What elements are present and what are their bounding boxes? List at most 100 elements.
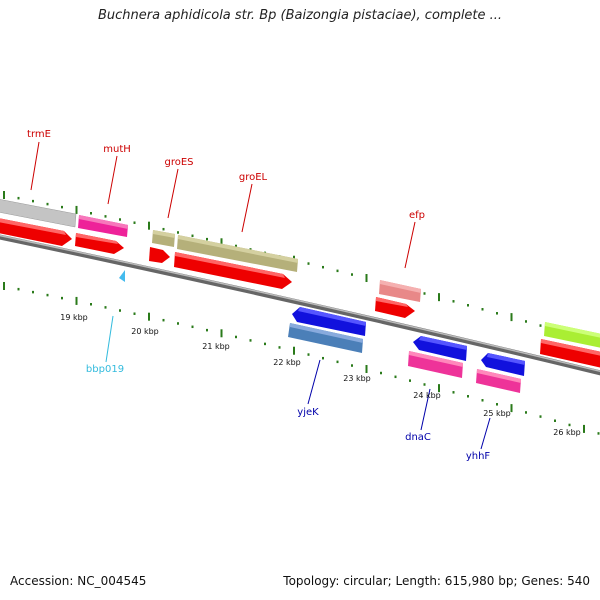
minor-tick bbox=[568, 423, 571, 427]
minor-tick bbox=[539, 324, 542, 327]
feature-green-box[interactable] bbox=[544, 322, 600, 348]
minor-tick bbox=[264, 342, 266, 346]
minor-tick bbox=[104, 215, 107, 218]
scale-label-19kbp: 19 kbp bbox=[60, 313, 88, 322]
minor-tick bbox=[525, 320, 527, 323]
gene-label-trmE: trmE bbox=[27, 129, 51, 140]
minor-tick bbox=[336, 269, 339, 273]
minor-tick bbox=[554, 419, 556, 422]
feature-yhhF-box[interactable] bbox=[476, 369, 521, 393]
minor-tick bbox=[61, 205, 63, 209]
genome-backbone bbox=[0, 234, 600, 376]
feature-dnaC-box[interactable] bbox=[408, 351, 463, 378]
major-tick bbox=[148, 221, 150, 230]
bbp019-marker[interactable] bbox=[119, 270, 125, 282]
minor-tick bbox=[322, 356, 324, 360]
major-tick bbox=[510, 313, 513, 322]
minor-tick bbox=[206, 328, 208, 332]
minor-tick bbox=[452, 300, 455, 303]
minor-tick bbox=[597, 432, 600, 435]
minor-tick bbox=[46, 293, 49, 297]
minor-tick bbox=[249, 339, 252, 342]
minor-tick bbox=[249, 248, 252, 251]
feature-trmE-box[interactable] bbox=[0, 199, 77, 228]
feature-dnaC-blue[interactable] bbox=[413, 336, 467, 361]
gene-label-yhhF: yhhF bbox=[466, 451, 491, 462]
feature-groES-box[interactable] bbox=[152, 230, 175, 247]
major-tick bbox=[220, 238, 223, 247]
minor-tick bbox=[119, 309, 121, 312]
minor-tick bbox=[525, 411, 527, 414]
feature-groEL-box[interactable] bbox=[177, 235, 298, 272]
major-tick bbox=[75, 296, 78, 305]
feature-yjeK-blue[interactable] bbox=[292, 307, 366, 336]
minor-tick bbox=[90, 303, 92, 306]
minor-tick bbox=[104, 306, 107, 309]
minor-tick bbox=[235, 244, 237, 248]
feature-trmE-cds[interactable] bbox=[0, 218, 72, 246]
label-leaders bbox=[30, 141, 491, 450]
minor-tick bbox=[380, 371, 382, 375]
feature-groEL-cds[interactable] bbox=[174, 252, 292, 289]
feature-mutH-cds[interactable] bbox=[75, 233, 124, 254]
minor-tick bbox=[481, 308, 484, 311]
minor-tick bbox=[206, 237, 208, 241]
minor-tick bbox=[32, 199, 34, 203]
feature-efp-box[interactable] bbox=[379, 280, 421, 302]
minor-tick bbox=[351, 364, 353, 367]
major-tick bbox=[438, 293, 440, 302]
minor-tick bbox=[307, 262, 310, 265]
map-title: Buchnera aphidicola str. Bp (Baizongia p… bbox=[97, 8, 503, 23]
minor-tick bbox=[394, 375, 397, 379]
major-tick bbox=[3, 282, 5, 290]
minor-tick bbox=[423, 292, 426, 295]
major-tick bbox=[3, 191, 5, 199]
minor-tick bbox=[90, 212, 92, 215]
major-tick bbox=[583, 424, 585, 433]
minor-tick bbox=[119, 218, 121, 221]
gene-label-groEL: groEL bbox=[239, 172, 268, 183]
scale-label-22kbp: 22 kbp bbox=[273, 358, 301, 367]
scale-label-21kbp: 21 kbp bbox=[202, 342, 230, 351]
minor-tick bbox=[496, 403, 498, 406]
minor-tick bbox=[307, 353, 310, 356]
minor-tick bbox=[191, 234, 194, 238]
feature-groES-cds[interactable] bbox=[149, 247, 170, 263]
major-tick bbox=[75, 205, 78, 214]
minor-tick bbox=[322, 265, 324, 269]
minor-tick bbox=[539, 415, 542, 418]
gene-label-bbp019: bbp019 bbox=[86, 364, 124, 375]
minor-tick bbox=[409, 379, 411, 382]
feature-yjeK-box[interactable] bbox=[288, 323, 363, 353]
feature-efp-cds[interactable] bbox=[375, 297, 415, 318]
major-tick bbox=[438, 384, 440, 393]
minor-tick bbox=[162, 227, 165, 231]
minor-tick bbox=[32, 290, 34, 294]
minor-tick bbox=[177, 231, 179, 234]
feature-green-cds[interactable] bbox=[540, 339, 600, 368]
scale-label-26kbp: 26 kbp bbox=[553, 428, 581, 437]
minor-tick bbox=[133, 312, 136, 315]
gene-label-yjeK: yjeK bbox=[297, 407, 319, 418]
gene-label-efp: efp bbox=[409, 210, 425, 221]
minor-tick bbox=[467, 304, 469, 307]
minor-tick bbox=[351, 273, 353, 276]
gene-label-groES: groES bbox=[164, 157, 193, 168]
minor-tick bbox=[191, 325, 194, 329]
minor-tick bbox=[496, 312, 498, 315]
major-tick bbox=[293, 346, 295, 355]
minor-tick bbox=[452, 391, 455, 394]
minor-tick bbox=[46, 202, 49, 206]
scale-label-24kbp: 24 kbp bbox=[413, 391, 441, 400]
minor-tick bbox=[133, 221, 136, 224]
genome-info-label: Topology: circular; Length: 615,980 bp; … bbox=[283, 574, 590, 588]
scale-label-20kbp: 20 kbp bbox=[131, 327, 159, 336]
major-tick bbox=[365, 365, 368, 374]
feature-mutH-box[interactable] bbox=[78, 215, 128, 237]
minor-tick bbox=[467, 395, 469, 398]
scale-label-25kbp: 25 kbp bbox=[483, 409, 511, 418]
feature-yhhF-blue[interactable] bbox=[481, 353, 525, 376]
minor-tick bbox=[17, 287, 20, 291]
minor-tick bbox=[177, 322, 179, 325]
